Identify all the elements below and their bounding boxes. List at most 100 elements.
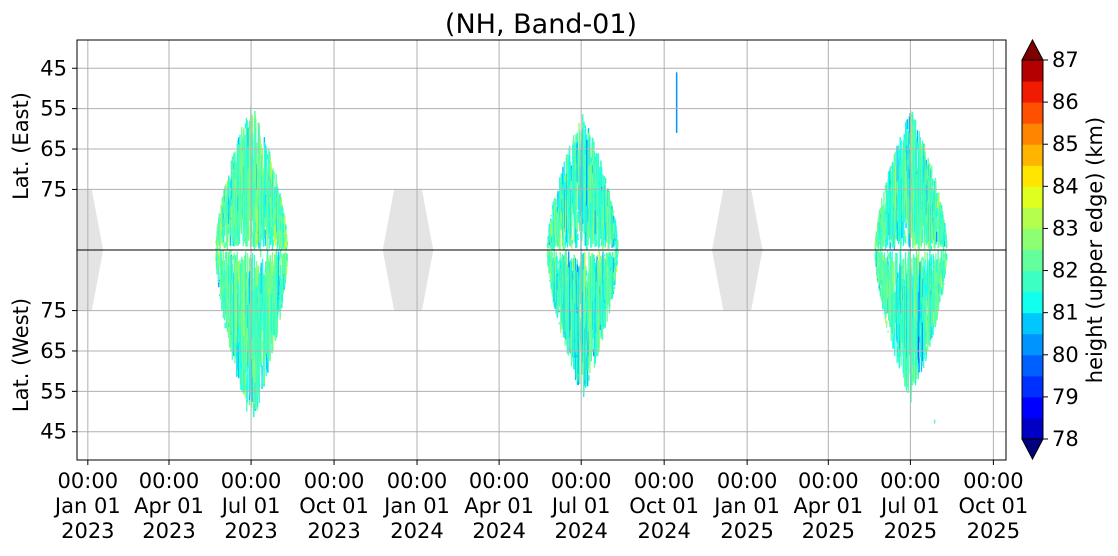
nlc-streak	[905, 165, 908, 224]
nlc-streak	[245, 232, 247, 244]
nlc-streak	[274, 279, 276, 317]
nlc-streak	[270, 293, 273, 334]
nlc-streak	[934, 187, 936, 245]
colorbar-segment	[1022, 396, 1043, 419]
nlc-streak	[894, 328, 896, 356]
nlc-streak	[926, 330, 928, 345]
nlc-streak	[899, 149, 901, 241]
nlc-streak	[885, 218, 887, 239]
nlc-streak	[220, 209, 223, 232]
nlc-streak	[603, 226, 605, 232]
nlc-streak	[269, 154, 271, 200]
nlc-streak	[558, 288, 560, 312]
nlc-streak	[881, 256, 883, 277]
colorbar: 78 79 80 81 82 83 84 85 86 87	[1021, 38, 1079, 461]
nlc-streak	[922, 257, 924, 269]
nlc-streak	[238, 320, 240, 350]
nlc-streak	[615, 262, 617, 272]
nlc-streak	[924, 259, 926, 324]
nlc-streak	[553, 301, 555, 308]
nlc-streak	[886, 251, 889, 253]
nlc-streak	[271, 239, 274, 250]
colorbar-tick-label: 79	[1052, 385, 1079, 409]
nlc-streak	[217, 260, 219, 263]
nlc-streak	[595, 155, 597, 234]
nlc-streak	[606, 254, 609, 267]
nlc-streak	[223, 243, 225, 249]
nlc-streak	[550, 251, 553, 253]
y-tick-label-west: 75	[40, 299, 67, 323]
nlc-streak	[946, 240, 948, 249]
nlc-streak	[933, 301, 935, 312]
nlc-streak	[927, 261, 930, 275]
x-tick-label-time: 00:00	[634, 469, 695, 493]
x-tick-label-time: 00:00	[798, 469, 859, 493]
nlc-streak	[272, 261, 274, 276]
nlc-streak	[240, 368, 242, 385]
nlc-streak	[936, 231, 938, 242]
nlc-streak	[280, 273, 282, 276]
nlc-streak	[878, 283, 881, 289]
nlc-streak	[943, 268, 946, 279]
nlc-streak	[946, 253, 948, 261]
colorbar-segment	[1022, 207, 1043, 229]
x-tick-label-year: 2025	[967, 519, 1020, 543]
nlc-streak	[228, 313, 230, 327]
colorbar-segment	[1022, 354, 1043, 377]
x-tick-label-date: Jul 01	[220, 494, 281, 518]
nlc-streak	[616, 235, 618, 237]
nlc-streak	[891, 261, 894, 292]
nlc-streak	[253, 360, 255, 373]
nlc-streak	[577, 238, 579, 240]
nlc-streak	[945, 254, 947, 269]
nlc-streak	[906, 145, 908, 172]
nlc-streak	[892, 190, 895, 196]
nlc-streak	[923, 305, 925, 359]
colorbar-segment	[1022, 312, 1043, 335]
nlc-streak	[594, 210, 597, 235]
nlc-streak	[938, 208, 941, 221]
nlc-streak	[923, 272, 925, 292]
x-tick-label-date: Jan 01	[712, 494, 780, 518]
nlc-streak	[563, 247, 565, 250]
nlc-streak	[881, 198, 883, 209]
nlc-streak	[878, 251, 881, 263]
nlc-streak	[614, 243, 616, 245]
nlc-streak	[596, 254, 599, 258]
nlc-streak	[246, 360, 248, 403]
nlc-streak	[923, 143, 925, 183]
nlc-streak	[904, 153, 907, 213]
nlc-streak	[605, 178, 607, 184]
nlc-streak	[591, 146, 593, 173]
nlc-streak	[898, 276, 900, 278]
nlc-streak	[918, 357, 920, 373]
nlc-streak	[280, 282, 282, 284]
x-tick-label-year: 2024	[637, 519, 690, 543]
nlc-streak	[559, 282, 561, 295]
nlc-streak	[271, 180, 273, 244]
nlc-streak	[886, 191, 889, 246]
nlc-streak	[224, 241, 226, 249]
nlc-streak	[610, 256, 613, 259]
nlc-streak	[260, 250, 262, 258]
nlc-streak	[927, 314, 929, 352]
nlc-streak	[895, 234, 897, 239]
nlc-streak	[904, 235, 907, 244]
nlc-streak	[238, 342, 240, 379]
nlc-streak	[613, 216, 615, 219]
nlc-streak	[247, 193, 250, 211]
nlc-streak	[221, 223, 224, 230]
nlc-streak	[273, 303, 275, 336]
x-tick-label-date: Jan 01	[53, 494, 121, 518]
nlc-streak	[256, 171, 259, 243]
nlc-streak	[270, 255, 272, 291]
nlc-streak	[877, 279, 879, 283]
nlc-streak	[945, 262, 947, 267]
nlc-streak	[613, 210, 615, 213]
nlc-streak	[274, 254, 276, 298]
nlc-streak	[933, 264, 936, 266]
nlc-season-2	[874, 111, 948, 403]
nlc-streak	[890, 165, 892, 169]
nlc-streak	[895, 188, 897, 221]
nlc-streak	[286, 261, 288, 265]
